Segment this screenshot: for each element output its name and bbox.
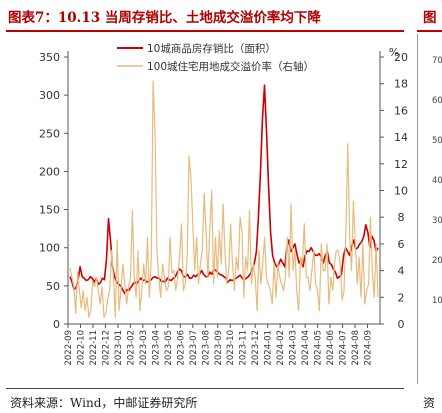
adjacent-tick: 50 [432, 136, 442, 146]
x-tick-label: 2023-08 [201, 330, 211, 366]
x-tick-label: 2024-07 [339, 330, 349, 366]
x-tick-label: 2024-06 [326, 330, 336, 366]
y-left-tick-label: 150 [39, 204, 60, 217]
x-tick-label: 2024-08 [351, 330, 361, 366]
adjacent-title-rule [417, 30, 442, 32]
adjacent-tick: 70 [432, 56, 442, 66]
x-tick-label: 2023-07 [189, 330, 199, 366]
x-tick-label: 2023-01 [114, 330, 124, 366]
bottom-rule [6, 388, 404, 389]
y-right-tick-label: 6 [398, 238, 405, 251]
x-tick-label: 2024-03 [289, 330, 299, 366]
y-left-tick-label: 250 [39, 127, 60, 140]
x-tick-label: 2023-02 [126, 330, 136, 366]
x-tick-label: 2022-11 [89, 330, 99, 366]
legend-label: 10城商品房存销比（面积） [147, 42, 276, 55]
y-right-tick-label: 0 [398, 318, 405, 331]
x-tick-label: 2023-09 [214, 330, 224, 366]
source-note: 资料来源：Wind，中邮证券研究所 [10, 396, 198, 410]
title-rule [6, 30, 404, 32]
x-tick-label: 2023-11 [239, 330, 249, 366]
y-right-unit-label: % [389, 46, 399, 59]
adjacent-figure-title: 图 [423, 10, 437, 26]
adjacent-tick: 60 [432, 96, 442, 106]
x-tick-label: 2024-09 [364, 330, 374, 366]
x-tick-label: 2024-01 [264, 330, 274, 366]
y-right-tick-label: 4 [398, 265, 405, 278]
x-tick-label: 2024-04 [301, 330, 311, 366]
figure-title: 图表7：10.13 当周存销比、土地成交溢价率均下降 [8, 10, 321, 26]
y-right-tick-label: 10 [394, 185, 408, 198]
adjacent-tick: 20 [432, 256, 442, 266]
x-tick-label: 2022-12 [101, 330, 111, 366]
x-tick-label: 2024-02 [276, 330, 286, 366]
y-right-tick-label: 2 [398, 291, 405, 304]
x-tick-label: 2023-04 [151, 330, 161, 366]
series-line-land-premium [69, 80, 379, 318]
y-right-tick-label: 12 [394, 158, 408, 171]
y-right-tick-label: 8 [398, 211, 405, 224]
x-tick-label: 2023-03 [139, 330, 149, 366]
y-right-tick-label: 14 [394, 131, 408, 144]
y-left-tick-label: 350 [39, 51, 60, 64]
x-tick-label: 2024-05 [314, 330, 324, 366]
y-left-tick-label: 50 [46, 280, 60, 293]
x-tick-label: 2023-12 [251, 330, 261, 366]
y-left-tick-label: 0 [53, 318, 60, 331]
y-right-tick-label: 18 [394, 78, 408, 91]
adjacent-chart-axis [417, 34, 418, 384]
y-left-tick-label: 100 [39, 242, 60, 255]
legend-label: 100城住宅用地成交溢价率（右轴） [147, 60, 314, 73]
y-left-tick-label: 200 [39, 165, 60, 178]
x-tick-label: 2023-06 [176, 330, 186, 366]
x-tick-label: 2023-05 [164, 330, 174, 366]
adjacent-tick: 10 [432, 296, 442, 306]
x-tick-label: 2022-09 [64, 330, 74, 366]
x-tick-label: 2022-10 [76, 330, 86, 366]
y-right-tick-label: 20 [394, 51, 408, 64]
adjacent-tick: 40 [432, 176, 442, 186]
adjacent-source-note: 资 [423, 396, 436, 410]
line-chart: 0 50 100 150 200 250 300 350 0 2 4 6 8 10 12 14 16 18 20% 2… [39, 42, 408, 366]
adjacent-chart-ticks: 70 60 50 40 30 20 10 [432, 40, 442, 340]
y-left-tick-label: 300 [39, 89, 60, 102]
x-tick-label: 2023-10 [226, 330, 236, 366]
y-right-tick-label: 16 [394, 104, 408, 117]
adjacent-tick: 30 [432, 216, 442, 226]
